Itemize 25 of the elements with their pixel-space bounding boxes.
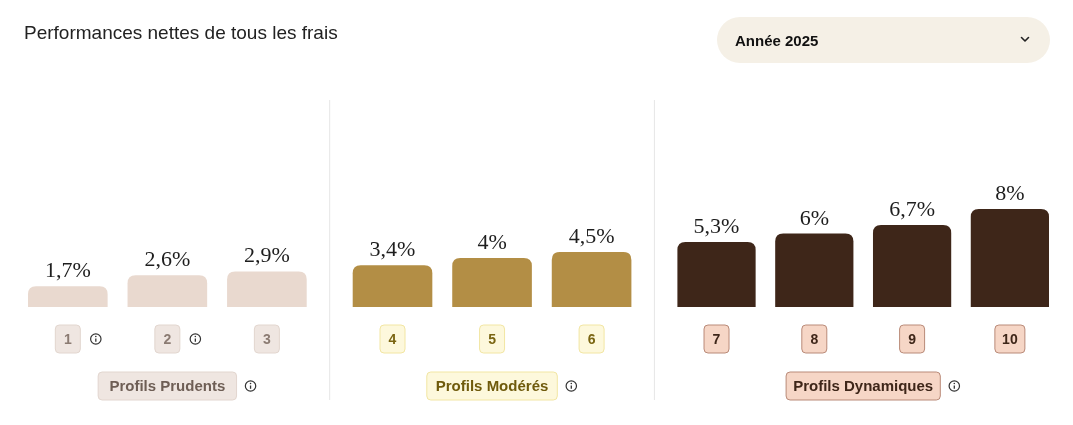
text: Profils Dynamiques (793, 377, 934, 394)
data-label: 2,6% (144, 246, 191, 272)
data-label: 2,9% (243, 242, 290, 268)
x-tick-label: 8 (810, 331, 819, 347)
chart-title: Performances nettes de tous les frais (24, 22, 338, 43)
data-label: 1,7% (44, 257, 91, 283)
x-tick-label: 9 (908, 331, 917, 347)
x-tick-label: 2 (163, 331, 172, 347)
data-label: 4,5% (568, 222, 615, 248)
text: Profils Modérés (435, 377, 549, 394)
data-label: 3,4% (369, 236, 416, 262)
x-tick-label: 7 (712, 331, 721, 347)
data-label: 6,7% (889, 195, 936, 221)
x-tick-label: 4 (388, 331, 397, 347)
text: Profils Prudents (109, 377, 226, 394)
data-label: 6% (799, 204, 829, 230)
x-tick-label: 6 (587, 331, 596, 347)
x-tick-label: 3 (262, 331, 271, 347)
data-label: 8% (995, 180, 1025, 205)
data-label: 5,3% (693, 213, 740, 239)
x-tick-label: 5 (488, 331, 497, 347)
text: Année 2025 (735, 32, 819, 49)
x-tick-label: 1 (63, 331, 72, 347)
x-tick-label: 10 (1002, 331, 1018, 347)
data-label: 4% (477, 229, 507, 254)
